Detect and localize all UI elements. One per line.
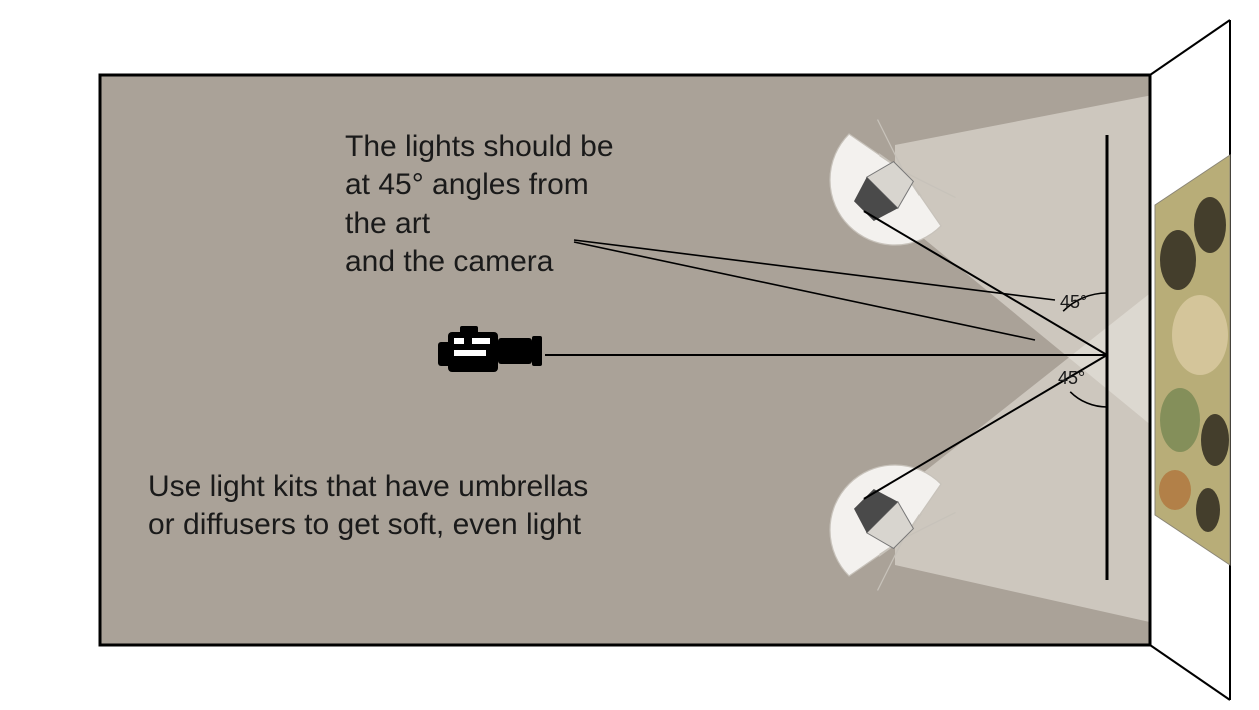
angle-label-bottom: 45°	[1058, 368, 1085, 389]
diagram-root: The lights should be at 45° angles from …	[0, 0, 1259, 710]
diagram-svg	[0, 0, 1259, 710]
instruction-light-kits: Use light kits that have umbrellas or di…	[148, 468, 588, 545]
artwork-on-wall	[1155, 155, 1230, 565]
instruction-lights-angle: The lights should be at 45° angles from …	[345, 128, 614, 282]
angle-label-top: 45°	[1060, 292, 1087, 313]
